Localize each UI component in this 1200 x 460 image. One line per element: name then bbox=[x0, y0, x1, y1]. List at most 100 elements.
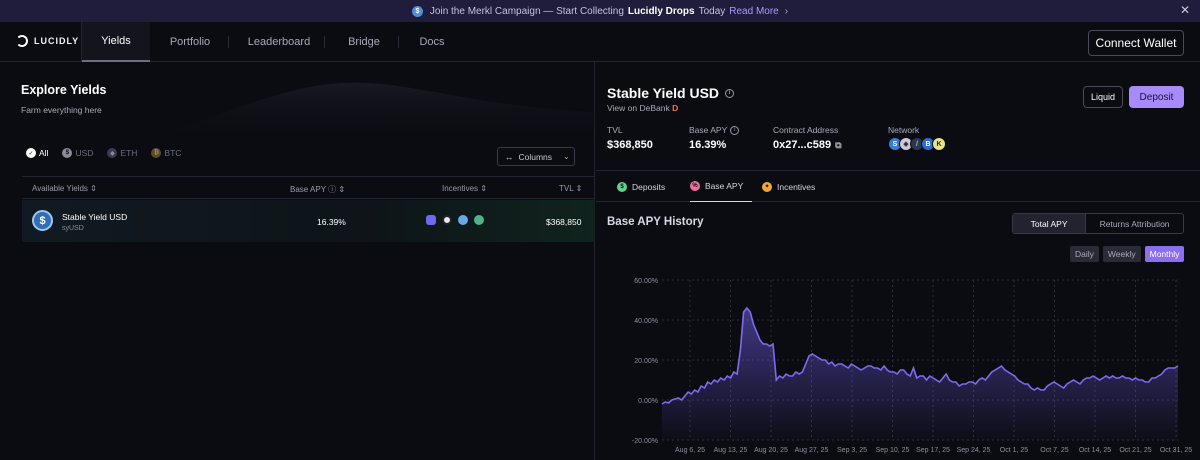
filter-label: All bbox=[39, 148, 49, 158]
toggle-total-apy[interactable]: Total APY bbox=[1013, 214, 1087, 233]
top-nav: LUCIDLY Yields Portfolio Leaderboard Bri… bbox=[0, 22, 1200, 62]
detail-tabs: $ Deposits % Base APY ✦ Incentives bbox=[596, 170, 1200, 202]
columns-icon: ↔ bbox=[505, 151, 514, 162]
info-icon[interactable]: i bbox=[730, 125, 740, 135]
sort-icon: ⇕ bbox=[90, 184, 97, 193]
x-tick-label: Sep 3, 25 bbox=[837, 447, 867, 454]
x-tick-label: Sep 24, 25 bbox=[957, 447, 991, 454]
tvl-label: TVL bbox=[607, 125, 623, 135]
incentives-icon: ✦ bbox=[762, 181, 772, 192]
x-tick-label: Aug 13, 25 bbox=[714, 447, 748, 454]
sort-icon: ⇕ bbox=[338, 185, 346, 194]
debank-link-text: View on DeBank bbox=[607, 103, 670, 113]
ethereum-icon[interactable]: ◆ bbox=[899, 137, 913, 151]
lucidly-logo-icon bbox=[16, 35, 28, 47]
contract-address-text: 0x27...c589 bbox=[773, 139, 832, 151]
apy-line bbox=[661, 306, 1179, 405]
vault-title: Stable Yield USD i bbox=[607, 85, 735, 101]
incentive-token-icon bbox=[442, 215, 452, 225]
filter-usd[interactable]: $ USD bbox=[62, 148, 93, 158]
deposit-button[interactable]: Deposit bbox=[1129, 86, 1184, 108]
banner-suffix: Today bbox=[698, 5, 726, 17]
filter-btc[interactable]: ₿ BTC bbox=[151, 148, 181, 158]
toggle-returns-attribution[interactable]: Returns Attribution bbox=[1099, 218, 1170, 229]
chevron-right-icon[interactable]: › bbox=[784, 5, 789, 17]
network-icons: S ◆ / B K bbox=[888, 137, 946, 151]
tab-label: Base APY bbox=[705, 181, 744, 191]
tab-base-apy[interactable]: % Base APY bbox=[690, 171, 752, 202]
apy-area bbox=[662, 308, 1178, 440]
network-chain-icon[interactable]: K bbox=[932, 137, 946, 151]
external-link-icon[interactable]: ⧉ bbox=[835, 139, 842, 150]
period-weekly[interactable]: Weekly bbox=[1102, 246, 1141, 262]
x-tick-label: Oct 7, 25 bbox=[1040, 447, 1069, 454]
asset-filters: ✓ All $ USD ◆ ETH ₿ BTC bbox=[26, 148, 181, 158]
nav-item-bridge[interactable]: Bridge bbox=[348, 36, 380, 48]
filter-eth[interactable]: ◆ ETH bbox=[107, 148, 137, 158]
x-tick-label: Sep 17, 25 bbox=[916, 447, 950, 454]
y-tick-label: 40.00% bbox=[634, 318, 658, 325]
header-incentives[interactable]: Incentives ⇕ bbox=[442, 184, 487, 193]
debank-icon: D bbox=[672, 103, 679, 113]
nav-divider bbox=[398, 36, 399, 48]
nav-item-docs[interactable]: Docs bbox=[419, 36, 445, 48]
debank-link[interactable]: View on DeBank D bbox=[607, 103, 678, 113]
x-tick-label: Aug 20, 25 bbox=[754, 447, 788, 454]
logo-text: LUCIDLY bbox=[34, 36, 80, 46]
apy-view-toggle: Total APY Returns Attribution bbox=[1012, 213, 1184, 234]
banner-text: Join the Merkl Campaign — Start Collecti… bbox=[429, 5, 624, 17]
header-available-yields[interactable]: Available Yields ⇕ bbox=[32, 184, 97, 193]
filter-label: USD bbox=[75, 148, 94, 158]
columns-button[interactable]: ↔ Columns ⌄ bbox=[497, 147, 575, 166]
info-icon[interactable]: i bbox=[725, 88, 735, 98]
btc-icon: ₿ bbox=[151, 148, 162, 158]
base-apy-label-text: Base APY bbox=[689, 125, 728, 135]
close-icon[interactable]: ✕ bbox=[1179, 3, 1190, 17]
filter-all[interactable]: ✓ All bbox=[26, 148, 48, 158]
y-tick-label: 20.00% bbox=[634, 358, 658, 365]
banner-read-more-link[interactable]: Read More bbox=[729, 5, 779, 17]
x-tick-label: Aug 6, 25 bbox=[675, 447, 705, 454]
percent-icon: % bbox=[690, 181, 700, 191]
network-label: Network bbox=[888, 125, 920, 135]
x-tick-label: Oct 21, 25 bbox=[1119, 447, 1151, 454]
incentive-token-icon bbox=[458, 215, 468, 225]
contract-address[interactable]: 0x27...c589 ⧉ bbox=[773, 139, 842, 151]
eth-icon: ◆ bbox=[107, 148, 118, 158]
liquid-button[interactable]: Liquid bbox=[1083, 86, 1123, 108]
banner-highlight: Lucidly Drops bbox=[627, 5, 695, 17]
explore-panel: Explore Yields Farm everything here ✓ Al… bbox=[0, 62, 595, 460]
tab-label: Deposits bbox=[632, 181, 666, 192]
header-tvl[interactable]: TVL ⇕ bbox=[559, 184, 583, 193]
period-monthly[interactable]: Monthly bbox=[1144, 246, 1185, 262]
explore-title: Explore Yields bbox=[21, 83, 107, 97]
nav-divider bbox=[228, 36, 229, 48]
period-daily[interactable]: Daily bbox=[1070, 246, 1099, 262]
all-assets-icon: ✓ bbox=[26, 148, 36, 158]
nav-item-portfolio[interactable]: Portfolio bbox=[169, 36, 211, 48]
y-tick-label: 60.00% bbox=[634, 278, 658, 285]
yield-symbol: syUSD bbox=[62, 225, 84, 232]
table-row[interactable]: $ Stable Yield USD syUSD 16.39% $368,850 bbox=[22, 200, 595, 242]
tab-incentives[interactable]: ✦ Incentives bbox=[762, 171, 815, 202]
nav-divider bbox=[324, 36, 325, 48]
incentive-token-icon bbox=[426, 215, 436, 225]
tab-deposits[interactable]: $ Deposits bbox=[617, 171, 665, 202]
base-apy-label: Base APY i bbox=[689, 125, 740, 135]
incentive-icons bbox=[426, 215, 484, 225]
header-base-apy[interactable]: Base APY ⓘ ⇕ bbox=[290, 185, 346, 194]
sort-icon: ⇕ bbox=[575, 184, 583, 193]
nav-divider bbox=[81, 22, 82, 62]
usd-icon: $ bbox=[62, 148, 73, 158]
contract-label: Contract Address bbox=[773, 125, 839, 135]
x-tick-label: Aug 27, 25 bbox=[795, 447, 829, 454]
yield-apy: 16.39% bbox=[317, 217, 346, 227]
sort-icon: ⇕ bbox=[480, 184, 487, 193]
x-tick-label: Oct 31, 25 bbox=[1160, 447, 1192, 454]
nav-item-leaderboard[interactable]: Leaderboard bbox=[247, 36, 311, 48]
announcement-banner: $ Join the Merkl Campaign — Start Collec… bbox=[0, 0, 1200, 22]
nav-item-yields[interactable]: Yields bbox=[82, 22, 150, 62]
connect-wallet-button[interactable]: Connect Wallet bbox=[1088, 30, 1184, 56]
logo[interactable]: LUCIDLY bbox=[16, 35, 79, 47]
explore-subtitle: Farm everything here bbox=[21, 105, 102, 115]
